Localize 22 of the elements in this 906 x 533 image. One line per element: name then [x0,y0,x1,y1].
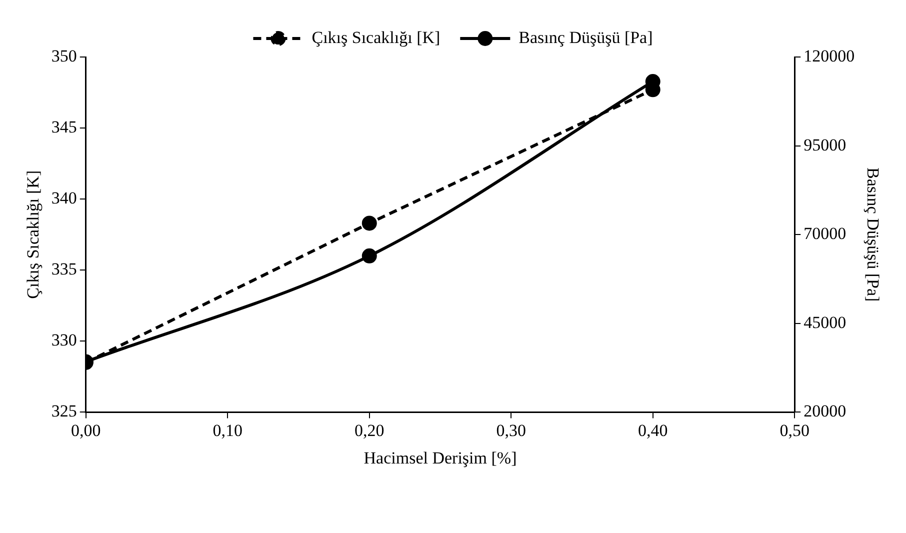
y2-tick-label: 20000 [804,402,846,421]
x-tick-label: 0,10 [212,420,243,440]
y-tick-label: 325 [51,402,77,421]
y-tick-label: 335 [51,260,77,279]
x-tick-label: 0,20 [354,420,384,440]
y2-tick-label: 120000 [804,46,855,66]
y-axis-title: Çıkış Sıcaklığı [K] [24,170,43,299]
y2-axis-title: Basınç Düşüşü [Pa] [863,168,882,302]
legend-label: Çıkış Sıcaklığı [K] [312,28,440,47]
y-tick-label: 340 [51,188,77,208]
x-tick-label: 0,00 [71,420,101,440]
y-tick-label: 330 [51,330,77,350]
x-tick-label: 0,30 [496,420,526,440]
x-axis-title: Hacimsel Derişim [%] [364,448,517,468]
y2-tick-label: 45000 [804,312,846,332]
x-tick-label: 0,40 [638,420,668,440]
y2-tick-label: 95000 [804,135,846,154]
y2-tick-label: 70000 [804,224,846,244]
legend-label: Basınç Düşüşü [Pa] [518,28,653,47]
y-tick-label: 345 [51,118,77,137]
x-tick-label: 0,50 [780,420,810,440]
y-tick-label: 350 [51,46,77,66]
